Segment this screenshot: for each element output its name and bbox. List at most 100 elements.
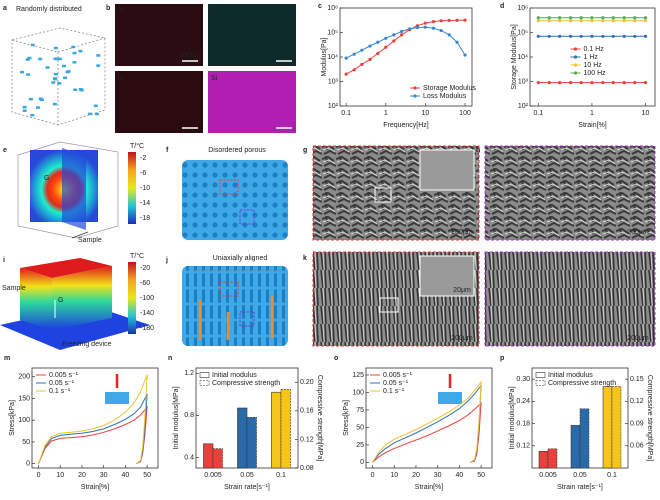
x-tick-label: 0.005: [204, 472, 222, 479]
x-tick-label: 20: [78, 472, 86, 479]
panel-title: Randomly distributed: [16, 6, 82, 13]
point: [568, 34, 573, 38]
point: [601, 81, 605, 85]
bar: [547, 448, 558, 469]
point: [399, 29, 404, 34]
y2-tick-label: 0.16: [300, 408, 314, 415]
point: [352, 52, 356, 56]
sample-label: Sample: [2, 285, 26, 292]
x-tick-label: 0.1: [533, 110, 543, 117]
bar: [570, 425, 581, 469]
porous-block: [182, 160, 288, 240]
point: [376, 51, 380, 56]
point: [360, 48, 364, 52]
panel-label: l: [476, 255, 478, 262]
bar: [538, 451, 549, 469]
flake: [57, 57, 62, 61]
sample-icon: [105, 374, 129, 404]
legend-label: 1 Hz: [584, 54, 599, 61]
point: [568, 81, 573, 85]
point: [447, 18, 451, 23]
sample-icon: [438, 374, 462, 404]
point: [463, 53, 467, 57]
legend-label: 0.005 s⁻¹: [49, 372, 79, 379]
flake: [25, 58, 30, 61]
y-tick-label: 100: [18, 417, 30, 424]
point: [622, 19, 626, 23]
point: [590, 81, 594, 85]
flake: [72, 51, 77, 55]
panel-label: b: [106, 5, 110, 12]
point: [455, 40, 459, 44]
point: [439, 28, 443, 33]
x-axis-label: Strain[%]: [415, 484, 443, 491]
legend-label: Storage Modulus: [423, 85, 476, 92]
y-tick-label: 10⁴: [517, 54, 528, 61]
y-axis-label: Initial modulus[MPa]: [173, 386, 180, 449]
legend-label: 10 Hz: [584, 62, 603, 69]
y-axis-label: Storage Modulus[Pa]: [511, 24, 518, 89]
legend-marker: [413, 94, 417, 98]
colorbar-tick: -14: [140, 200, 150, 207]
point: [579, 16, 583, 20]
series-line: [38, 374, 148, 465]
point: [611, 81, 615, 85]
point: [633, 19, 637, 23]
point: [399, 33, 404, 37]
y-tick-label: 0: [26, 460, 30, 467]
y2-tick-label: 0.12: [630, 398, 644, 405]
point: [622, 81, 626, 85]
y-tick-label: 200: [18, 374, 30, 381]
y-tick-label: 0: [360, 459, 364, 466]
device-label: Freezing device: [62, 341, 112, 348]
bar: [212, 448, 223, 469]
scale-label: 200μm: [627, 335, 649, 342]
x-axis-label: Strain rate[s⁻¹]: [557, 484, 603, 491]
sem-image: [484, 251, 656, 347]
point: [423, 21, 427, 25]
panel-label: d: [500, 3, 504, 10]
point: [633, 81, 637, 85]
x-tick-label: 0.005: [539, 472, 557, 479]
point: [601, 16, 605, 20]
roi: [379, 297, 399, 313]
point: [536, 34, 540, 38]
point: [601, 34, 605, 38]
panel-label: e: [3, 147, 7, 154]
panel-label: f: [166, 147, 169, 154]
point: [601, 19, 605, 23]
y-tick-label: 0.8: [184, 412, 194, 419]
point: [392, 39, 396, 43]
point: [547, 16, 551, 20]
legend-label: 100 Hz: [584, 70, 607, 77]
point: [447, 33, 451, 37]
flake: [55, 57, 60, 61]
x-tick-label: 1: [384, 110, 388, 117]
flake: [57, 82, 62, 85]
roi: [374, 187, 392, 203]
series-line: [345, 26, 466, 59]
point: [384, 36, 388, 40]
sample-label: Sample: [78, 237, 102, 244]
colorbar-i: [128, 262, 136, 334]
y-tick-label: 125: [352, 372, 364, 379]
flake: [38, 57, 43, 61]
point: [590, 16, 594, 20]
point: [547, 34, 551, 38]
bar: [271, 391, 282, 469]
x-tick-label: 0.1: [607, 472, 617, 479]
point: [568, 19, 573, 23]
y-tick-label: 25: [356, 442, 364, 449]
point: [376, 40, 380, 44]
legend-label: Compressive strength: [548, 380, 616, 387]
point: [547, 19, 551, 23]
scale-label: 200μm: [627, 229, 649, 236]
x-tick-label: 30: [100, 472, 108, 479]
x-tick-label: 10: [642, 110, 650, 117]
y-tick-label: 100: [352, 389, 364, 396]
roi: [219, 179, 239, 195]
point: [558, 81, 562, 85]
colorbar-tick: -10: [140, 185, 150, 192]
roi: [219, 281, 239, 297]
map-f: [208, 4, 296, 66]
